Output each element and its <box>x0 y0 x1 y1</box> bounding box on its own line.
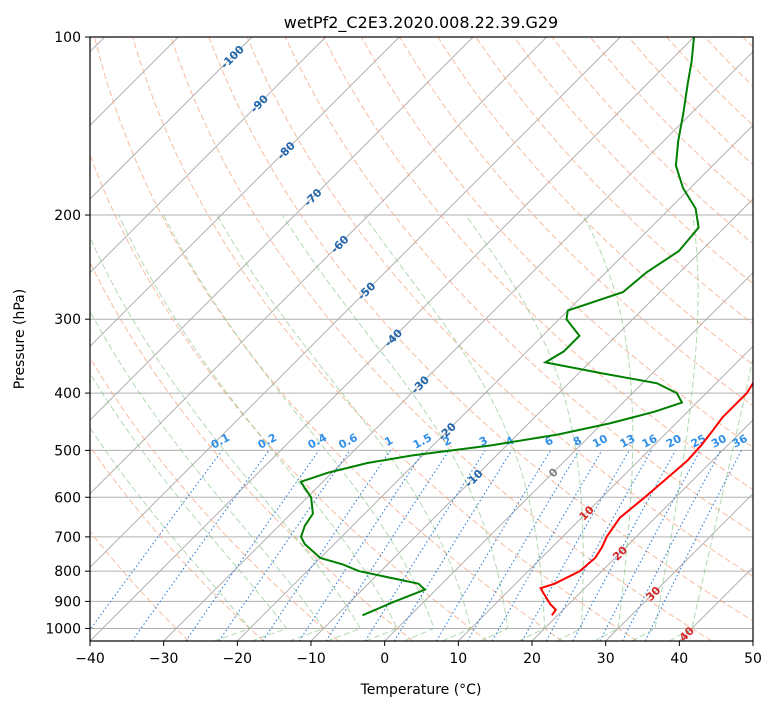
isotherm-line <box>90 37 253 200</box>
isotherm-line <box>90 37 695 641</box>
isotherm-line <box>90 37 327 274</box>
moist-adiabat-line <box>90 372 288 641</box>
mixing-ratio-line <box>644 450 742 641</box>
dry-adiabat-line <box>399 37 753 407</box>
y-tick-label: 500 <box>54 443 81 459</box>
dry-adiabat-line <box>284 37 753 534</box>
dry-adiabat-line <box>170 37 712 641</box>
mixing-ratio-label: 36 <box>730 432 750 451</box>
isotherm-line <box>531 419 753 641</box>
mixing-ratio-line <box>572 450 676 641</box>
x-tick-label: 0 <box>380 651 389 667</box>
dry-adiabat-line <box>132 37 638 641</box>
y-tick-label: 200 <box>54 208 81 224</box>
x-axis: −40 −30 −20 −10 0 10 20 30 40 50 <box>75 641 762 667</box>
mixing-ratio-line <box>325 450 450 641</box>
mixing-ratio-label: 13 <box>618 432 638 451</box>
x-tick-label: 20 <box>523 651 541 667</box>
x-tick-label: −30 <box>149 651 179 667</box>
mixing-ratio-label: 16 <box>640 432 660 451</box>
dry-adiabat-line <box>90 530 190 641</box>
mixing-ratio-line <box>218 450 351 641</box>
x-tick-label: −20 <box>223 651 253 667</box>
x-tick-label: −40 <box>75 651 105 667</box>
dry-adiabat-line <box>361 37 753 448</box>
y-tick-label: 600 <box>54 490 81 506</box>
x-tick-label: 50 <box>744 651 762 667</box>
y-tick-label: 900 <box>54 594 81 610</box>
moist-adiabat-line <box>631 214 699 641</box>
isotherm-line <box>90 37 548 495</box>
x-axis-title: Temperature (°C) <box>360 682 482 698</box>
mixing-ratio-line <box>521 450 630 641</box>
mixing-ratio-label: 25 <box>689 432 709 451</box>
dry-adiabat-line <box>90 261 414 641</box>
x-tick-label: −10 <box>296 651 326 667</box>
isotherm-line <box>384 271 753 641</box>
dewpoint-profile-line <box>299 37 700 617</box>
isotherm-line <box>163 50 753 641</box>
mixing-ratio-line <box>185 450 320 641</box>
dry-adiabat-line <box>208 37 753 622</box>
dry-adiabat-line <box>437 37 753 366</box>
y-axis: 100 200 300 400 500 600 700 800 900 1000 <box>45 30 90 638</box>
y-tick-label: 400 <box>54 386 81 402</box>
x-tick-label: 10 <box>449 651 467 667</box>
y-tick-label: 100 <box>54 30 81 46</box>
isotherm-line <box>457 345 753 641</box>
dry-adiabat-line <box>513 37 753 285</box>
background-lines <box>90 37 753 641</box>
dry-adiabat-line <box>94 37 563 641</box>
x-tick-label: 30 <box>597 651 615 667</box>
moist-adiabat-line <box>582 214 634 641</box>
sounding-profiles <box>299 37 753 617</box>
mixing-ratio-line <box>90 450 223 631</box>
dry-adiabat-line <box>90 153 488 641</box>
mixing-ratio-line <box>393 450 513 641</box>
isotherm-line <box>90 37 474 421</box>
mixing-ratio-line <box>131 450 270 641</box>
isotherm-line <box>236 124 753 641</box>
isotherm-line <box>90 37 400 348</box>
mixing-ratio-label: 20 <box>664 432 684 451</box>
y-tick-label: 800 <box>54 564 81 580</box>
y-tick-label: 300 <box>54 312 81 328</box>
chart-title: wetPf2_C2E3.2020.008.22.39.G29 <box>284 13 558 33</box>
mixing-ratio-label: 10 <box>590 432 610 451</box>
x-tick-label: 40 <box>670 651 688 667</box>
y-tick-label: 700 <box>54 530 81 546</box>
moist-adiabat-line <box>90 427 251 641</box>
moist-adiabat-line <box>90 310 325 641</box>
temperature-profile-line <box>539 381 753 616</box>
moist-adiabat-line <box>465 214 584 641</box>
plot-frame <box>89 36 754 642</box>
moist-adiabat-line <box>90 236 362 641</box>
mixing-ratio-label: 30 <box>709 432 729 451</box>
isotherm-line <box>605 492 753 641</box>
isotherm-line <box>90 37 621 569</box>
moist-adiabat-line <box>163 214 435 641</box>
dry-adiabat-line <box>90 445 264 641</box>
y-axis-title: Pressure (hPa) <box>12 289 28 389</box>
y-tick-label: 1000 <box>45 622 81 638</box>
mixing-ratio-line <box>262 450 391 641</box>
dry-adiabat-line <box>246 37 753 577</box>
mixing-ratio-line <box>298 450 425 641</box>
moist-adiabat-line <box>281 214 509 641</box>
dry-adiabat-line <box>90 356 339 641</box>
